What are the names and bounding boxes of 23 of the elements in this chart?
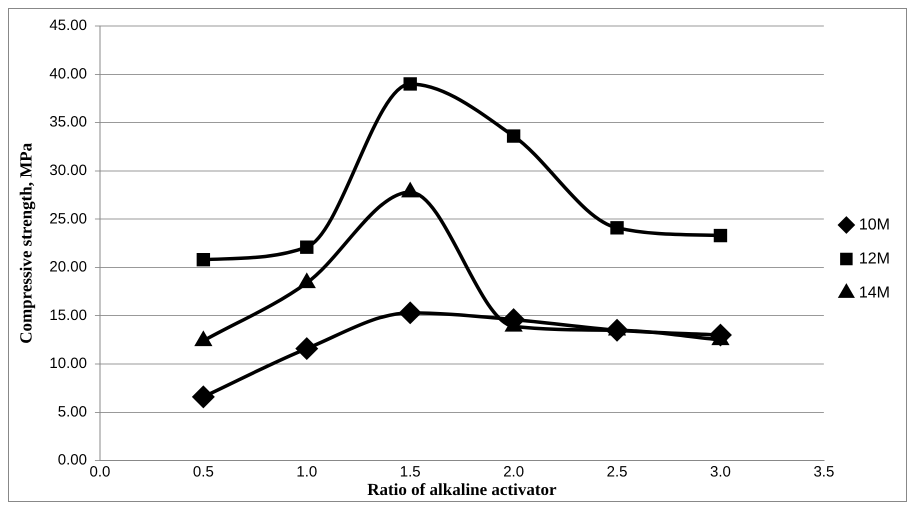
y-tick-label: 35.00 <box>49 114 87 131</box>
legend-label: 12M <box>858 250 890 268</box>
y-tick-label: 40.00 <box>49 65 87 82</box>
x-tick-label: 2.5 <box>606 464 628 481</box>
x-axis-title: Ratio of alkaline activator <box>367 480 558 500</box>
y-tick-label: 5.00 <box>58 403 87 420</box>
y-tick-label: 25.00 <box>49 210 87 228</box>
x-tick-label: 3.5 <box>813 464 834 481</box>
x-tick-label: 3.0 <box>710 464 731 481</box>
x-tick-label: 1.5 <box>400 464 421 481</box>
y-tick-label: 20.00 <box>49 258 87 276</box>
x-tick-label: 0.5 <box>192 464 214 481</box>
x-tick-label: 0.0 <box>90 464 110 481</box>
y-axis-title: Compressive strength, MPa <box>16 142 36 344</box>
y-tick-label: 45.00 <box>49 17 87 34</box>
y-tick-label: 10.00 <box>49 355 87 372</box>
y-tick-label: 30.00 <box>49 162 87 180</box>
y-tick-label: 0.00 <box>58 452 87 469</box>
x-tick-label: 2.0 <box>503 464 524 481</box>
x-tick-label: 1.0 <box>296 464 318 481</box>
y-tick-label: 15.00 <box>49 306 87 324</box>
legend-label: 10M <box>858 216 890 234</box>
legend-label: 14M <box>858 284 890 302</box>
